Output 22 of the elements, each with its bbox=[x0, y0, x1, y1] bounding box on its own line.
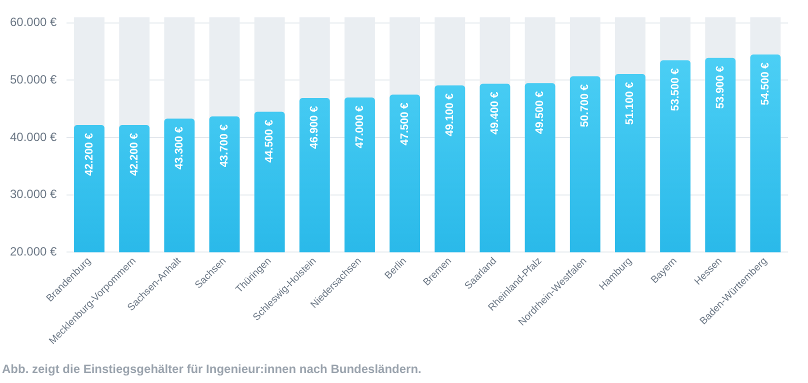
y-tick-label: 20.000 € bbox=[10, 244, 58, 259]
data-label: 53.900 € bbox=[714, 66, 726, 109]
data-label: 51.100 € bbox=[624, 82, 636, 125]
y-tick-label: 50.000 € bbox=[10, 72, 58, 87]
y-tick-label: 30.000 € bbox=[10, 187, 58, 202]
data-label: 42.200 € bbox=[128, 132, 140, 176]
data-label: 53.500 € bbox=[669, 68, 682, 112]
data-label: 54.500 € bbox=[759, 62, 772, 106]
y-tick-label: 40.000 € bbox=[10, 130, 58, 144]
data-label: 47.500 € bbox=[398, 102, 411, 146]
data-label: 42.200 € bbox=[83, 132, 96, 176]
data-label: 49.400 € bbox=[489, 92, 502, 135]
data-label: 49.100 € bbox=[444, 93, 456, 136]
data-label: 47.000 € bbox=[354, 105, 366, 148]
text: Abb. zeigt die Einstiegsgehälter für Ingenieur:innen nach Bundesländern. bbox=[1, 362, 422, 376]
y-tick-label: 60.000 € bbox=[10, 15, 58, 30]
data-label: 44.500 € bbox=[264, 120, 276, 163]
data-label: 46.900 € bbox=[308, 106, 321, 149]
data-label: 43.700 € bbox=[218, 124, 231, 168]
data-label: 49.500 € bbox=[534, 91, 546, 134]
data-label: 50.700 € bbox=[579, 84, 592, 128]
data-label: 43.300 € bbox=[173, 126, 186, 170]
